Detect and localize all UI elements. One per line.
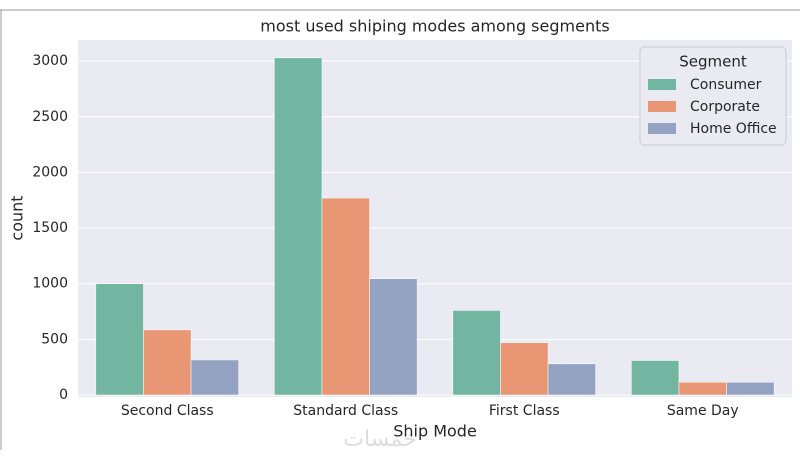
bar (95, 283, 144, 396)
legend-label: Home Office (690, 121, 777, 137)
bar (274, 57, 323, 396)
y-axis-label: count (8, 195, 27, 240)
y-tick-label: 2000 (32, 164, 68, 180)
x-tick-label: Standard Class (293, 403, 398, 419)
bar (631, 360, 680, 396)
x-axis-label: Ship Mode (393, 422, 477, 441)
bar (547, 363, 596, 396)
watermark: خمسات (343, 427, 416, 452)
bar (452, 310, 501, 396)
x-tick-label: Second Class (121, 403, 214, 419)
legend-title: Segment (679, 53, 747, 71)
bar (321, 197, 370, 396)
y-tick-label: 500 (41, 331, 68, 347)
bar (726, 381, 775, 396)
bar (369, 278, 418, 396)
bar (678, 381, 727, 396)
bar (143, 329, 192, 396)
legend-swatch (648, 123, 676, 134)
x-tick-label: Same Day (667, 403, 739, 419)
y-tick-label: 2500 (32, 109, 68, 125)
legend-label: Corporate (690, 99, 760, 115)
y-tick-label: 3000 (32, 53, 68, 69)
y-tick-label: 1500 (32, 220, 68, 236)
bar (190, 359, 239, 396)
legend-swatch (648, 79, 676, 90)
legend-label: Consumer (690, 77, 762, 93)
y-tick-label: 0 (59, 387, 68, 403)
chart-title: most used shiping modes among segments (260, 17, 609, 36)
legend-swatch (648, 101, 676, 112)
legend-box (639, 46, 787, 146)
x-tick-label: First Class (489, 403, 560, 419)
bar (500, 342, 549, 396)
y-tick-label: 1000 (32, 276, 68, 292)
